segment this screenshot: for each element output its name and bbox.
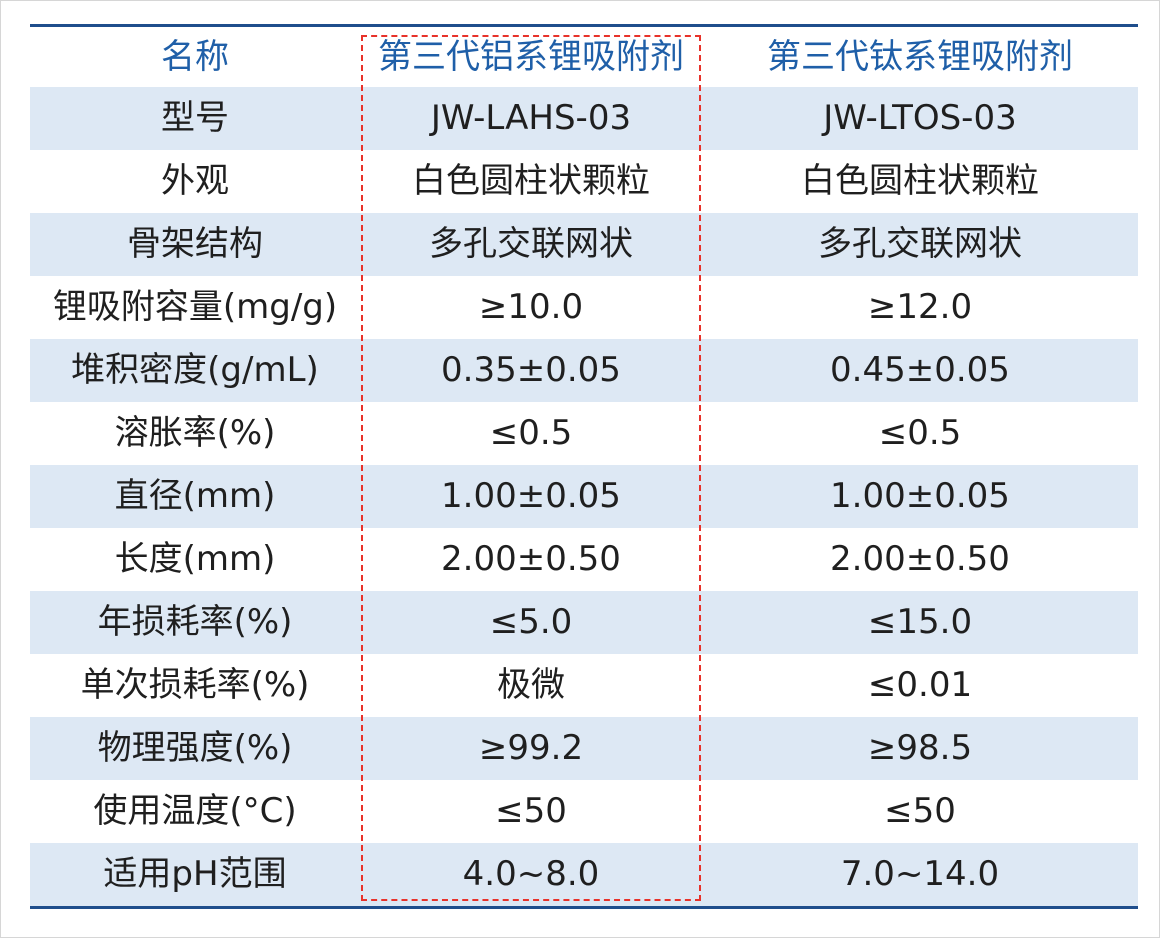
row-label: 锂吸附容量(mg/g) [30, 276, 360, 339]
aluminum-value: ≥10.0 [360, 276, 702, 339]
row-label: 堆积密度(g/mL) [30, 339, 360, 402]
table-row: 长度(mm) 2.00±0.50 2.00±0.50 [30, 528, 1138, 591]
table-row: 堆积密度(g/mL) 0.35±0.05 0.45±0.05 [30, 339, 1138, 402]
aluminum-value: 极微 [360, 654, 702, 717]
titanium-value: 0.45±0.05 [702, 339, 1138, 402]
header-name: 名称 [161, 37, 229, 77]
titanium-value: ≤50 [702, 780, 1138, 843]
row-label: 物理强度(%) [30, 717, 360, 780]
aluminum-value: 1.00±0.05 [360, 465, 702, 528]
table-row: 锂吸附容量(mg/g) ≥10.0 ≥12.0 [30, 276, 1138, 339]
table-row: 使用温度(°C) ≤50 ≤50 [30, 780, 1138, 843]
aluminum-value: 0.35±0.05 [360, 339, 702, 402]
table-row: 溶胀率(%) ≤0.5 ≤0.5 [30, 402, 1138, 465]
titanium-value: 1.00±0.05 [702, 465, 1138, 528]
header-titanium-adsorbent: 第三代钛系锂吸附剂 [767, 37, 1073, 77]
row-label: 溶胀率(%) [30, 402, 360, 465]
titanium-value: 白色圆柱状颗粒 [702, 150, 1138, 213]
titanium-value: 2.00±0.50 [702, 528, 1138, 591]
aluminum-value: 4.0~8.0 [360, 843, 702, 906]
table-row: 型号 JW-LAHS-03 JW-LTOS-03 [30, 87, 1138, 150]
top-rule [30, 24, 1138, 27]
aluminum-value: 白色圆柱状颗粒 [360, 150, 702, 213]
titanium-value: ≤15.0 [702, 591, 1138, 654]
row-label: 外观 [30, 150, 360, 213]
row-label: 型号 [30, 87, 360, 150]
spec-table-container: 名称 第三代铝系锂吸附剂 第三代钛系锂吸附剂 型号 JW-LAHS-03 JW-… [30, 24, 1138, 909]
titanium-value: ≥98.5 [702, 717, 1138, 780]
table-row: 年损耗率(%) ≤5.0 ≤15.0 [30, 591, 1138, 654]
table-row: 适用pH范围 4.0~8.0 7.0~14.0 [30, 843, 1138, 906]
row-label: 年损耗率(%) [30, 591, 360, 654]
aluminum-value: ≤5.0 [360, 591, 702, 654]
titanium-value: 7.0~14.0 [702, 843, 1138, 906]
aluminum-value: ≤50 [360, 780, 702, 843]
row-label: 直径(mm) [30, 465, 360, 528]
aluminum-value: JW-LAHS-03 [360, 87, 702, 150]
table-row: 物理强度(%) ≥99.2 ≥98.5 [30, 717, 1138, 780]
header-aluminum-adsorbent: 第三代铝系锂吸附剂 [378, 37, 684, 77]
titanium-value: JW-LTOS-03 [702, 87, 1138, 150]
titanium-value: 多孔交联网状 [702, 213, 1138, 276]
row-label: 单次损耗率(%) [30, 654, 360, 717]
row-label: 使用温度(°C) [30, 780, 360, 843]
row-label: 长度(mm) [30, 528, 360, 591]
titanium-value: ≤0.5 [702, 402, 1138, 465]
bottom-rule [30, 906, 1138, 909]
header-row: 名称 第三代铝系锂吸附剂 第三代钛系锂吸附剂 [30, 27, 1138, 87]
aluminum-value: 多孔交联网状 [360, 213, 702, 276]
row-label: 骨架结构 [30, 213, 360, 276]
titanium-value: ≥12.0 [702, 276, 1138, 339]
table-row: 骨架结构 多孔交联网状 多孔交联网状 [30, 213, 1138, 276]
row-label: 适用pH范围 [30, 843, 360, 906]
table-row: 单次损耗率(%) 极微 ≤0.01 [30, 654, 1138, 717]
spec-table: 名称 第三代铝系锂吸附剂 第三代钛系锂吸附剂 型号 JW-LAHS-03 JW-… [30, 27, 1138, 906]
titanium-value: ≤0.01 [702, 654, 1138, 717]
aluminum-value: ≤0.5 [360, 402, 702, 465]
aluminum-value: 2.00±0.50 [360, 528, 702, 591]
table-row: 直径(mm) 1.00±0.05 1.00±0.05 [30, 465, 1138, 528]
table-row: 外观 白色圆柱状颗粒 白色圆柱状颗粒 [30, 150, 1138, 213]
aluminum-value: ≥99.2 [360, 717, 702, 780]
